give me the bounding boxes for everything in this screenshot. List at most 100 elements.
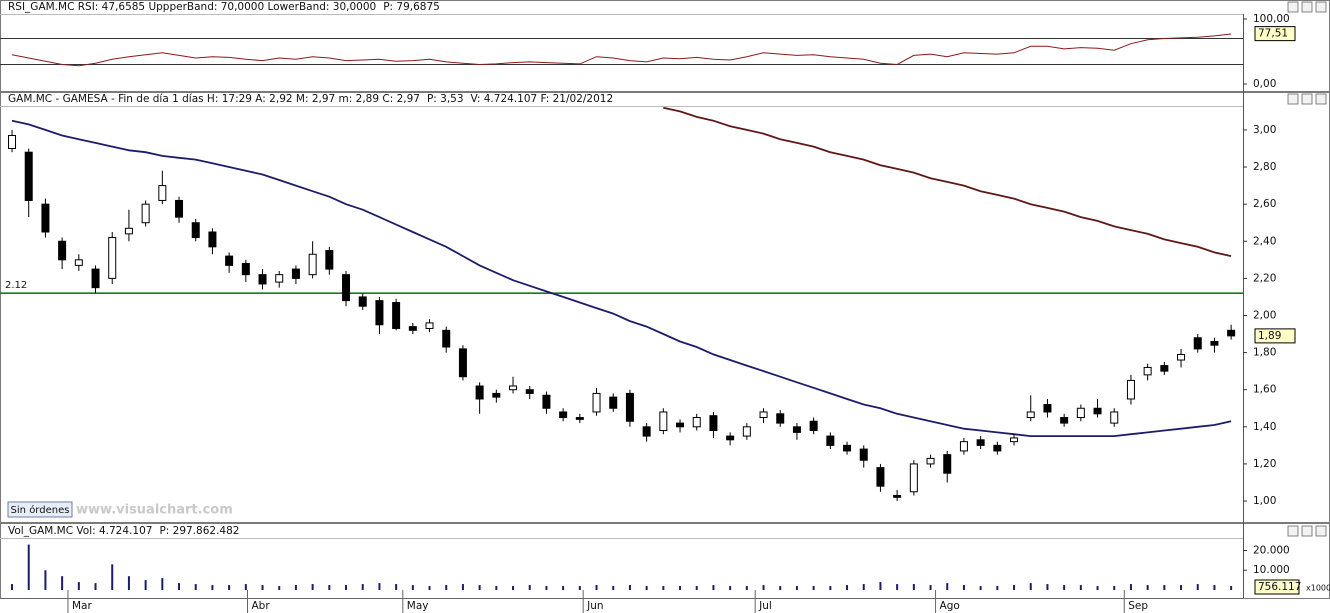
candle-body bbox=[1160, 365, 1169, 372]
window-buttons[interactable] bbox=[1287, 1, 1327, 537]
minimize-button[interactable] bbox=[1287, 1, 1299, 13]
candle-body bbox=[275, 274, 284, 283]
rsi-line bbox=[11, 33, 1232, 67]
price-last-value-box bbox=[1254, 328, 1296, 344]
candle-body bbox=[258, 274, 267, 285]
volume-bar bbox=[762, 585, 765, 590]
candle-body bbox=[141, 203, 150, 224]
volume-bar bbox=[1146, 585, 1149, 590]
y-tick-label: 2,40 bbox=[1253, 235, 1276, 247]
x-tick-label: Ago bbox=[940, 600, 960, 612]
close-button[interactable] bbox=[1315, 525, 1327, 537]
volume-bar bbox=[645, 586, 648, 590]
minimize-button[interactable] bbox=[1287, 93, 1299, 105]
candle-body bbox=[1010, 437, 1019, 443]
candle-body bbox=[291, 268, 300, 279]
volume-unit: x1000 bbox=[1306, 584, 1330, 593]
candle-body bbox=[458, 348, 467, 378]
volume-bar bbox=[679, 586, 682, 590]
volume-bar bbox=[478, 585, 481, 590]
volume-bar bbox=[11, 584, 14, 590]
volume-bar bbox=[729, 586, 732, 590]
candle-body bbox=[1177, 353, 1186, 361]
volume-bar bbox=[328, 585, 331, 590]
volume-bar bbox=[194, 584, 197, 590]
candle-body bbox=[308, 253, 317, 276]
volume-bar bbox=[879, 582, 882, 590]
watermark: www.visualchart.com bbox=[76, 503, 233, 518]
volume-bar bbox=[578, 586, 581, 590]
candle-body bbox=[241, 263, 250, 276]
x-tick-label: Abr bbox=[251, 600, 270, 612]
volume-bar bbox=[912, 584, 915, 590]
candle-body bbox=[826, 435, 835, 446]
orders-button-label[interactable]: Sin órdenes bbox=[11, 504, 70, 516]
volume-bar bbox=[745, 586, 748, 590]
candle-body bbox=[1060, 417, 1069, 424]
candle-body bbox=[1193, 337, 1202, 350]
maximize-button[interactable] bbox=[1301, 1, 1313, 13]
volume-bar bbox=[395, 584, 398, 590]
y-tick-label: 1,20 bbox=[1253, 458, 1276, 470]
candle-body bbox=[976, 439, 985, 446]
volume-bar bbox=[712, 585, 715, 590]
x-tick-label: Jul bbox=[758, 600, 772, 612]
orders-button[interactable] bbox=[7, 501, 73, 518]
volume-bar bbox=[1046, 584, 1049, 590]
volume-bar bbox=[862, 584, 865, 590]
volume-bar bbox=[44, 570, 47, 590]
volume-bar bbox=[345, 585, 348, 590]
volume-bar bbox=[311, 584, 314, 590]
volume-bar bbox=[1196, 584, 1199, 590]
y-tick-label: 20.000 bbox=[1253, 544, 1290, 556]
candle-body bbox=[208, 231, 217, 248]
candle-body bbox=[692, 417, 701, 428]
candle-body bbox=[726, 435, 735, 441]
close-button[interactable] bbox=[1315, 93, 1327, 105]
candle-body bbox=[909, 463, 918, 493]
candle-body bbox=[91, 268, 100, 289]
volume-bar bbox=[1079, 585, 1082, 590]
maximize-button[interactable] bbox=[1301, 525, 1313, 537]
moving-average bbox=[11, 119, 1232, 437]
minimize-button[interactable] bbox=[1287, 525, 1299, 537]
candle-body bbox=[542, 394, 551, 409]
panel-header: Vol_GAM.MC Vol: 4.724.107 bbox=[8, 525, 152, 537]
volume-bar bbox=[979, 586, 982, 590]
panel-header-tail: V: 4.724.107 F: 21/02/2012 bbox=[471, 93, 614, 105]
candle-body bbox=[325, 250, 334, 270]
maximize-button[interactable] bbox=[1301, 93, 1313, 105]
candle-body bbox=[358, 296, 367, 307]
volume-bar bbox=[1213, 585, 1216, 590]
volume-bar bbox=[278, 586, 281, 590]
volume-bar bbox=[595, 585, 598, 590]
candle-body bbox=[742, 426, 751, 437]
candle-body bbox=[175, 199, 184, 218]
y-tick-label: 3,00 bbox=[1253, 124, 1276, 136]
y-tick-label: 2,20 bbox=[1253, 272, 1276, 284]
candle-body bbox=[509, 385, 518, 391]
y-tick-label: 100,00 bbox=[1253, 13, 1290, 25]
close-button[interactable] bbox=[1315, 1, 1327, 13]
volume-bar bbox=[1113, 586, 1116, 590]
candle-body bbox=[525, 389, 534, 394]
volume-bar bbox=[144, 580, 147, 590]
volume-bar bbox=[261, 585, 264, 590]
candle-body bbox=[158, 185, 167, 201]
volume-bar bbox=[127, 576, 130, 590]
candle-body bbox=[225, 255, 234, 266]
volume-bar bbox=[294, 585, 297, 590]
candle-body bbox=[1026, 411, 1035, 419]
candle-body bbox=[559, 411, 568, 419]
volume-bar bbox=[1230, 586, 1233, 590]
candle-body bbox=[592, 392, 601, 413]
x-tick-label: Sep bbox=[1128, 600, 1148, 612]
candle-body bbox=[1093, 407, 1102, 415]
volume-bar bbox=[178, 583, 181, 590]
panel-header: GAM.MC - GAMESA - Fin de día 1 días H: 1… bbox=[8, 93, 420, 105]
rsi-last-value-box bbox=[1254, 26, 1296, 42]
candle-body bbox=[659, 411, 668, 432]
volume-bar bbox=[27, 544, 30, 590]
